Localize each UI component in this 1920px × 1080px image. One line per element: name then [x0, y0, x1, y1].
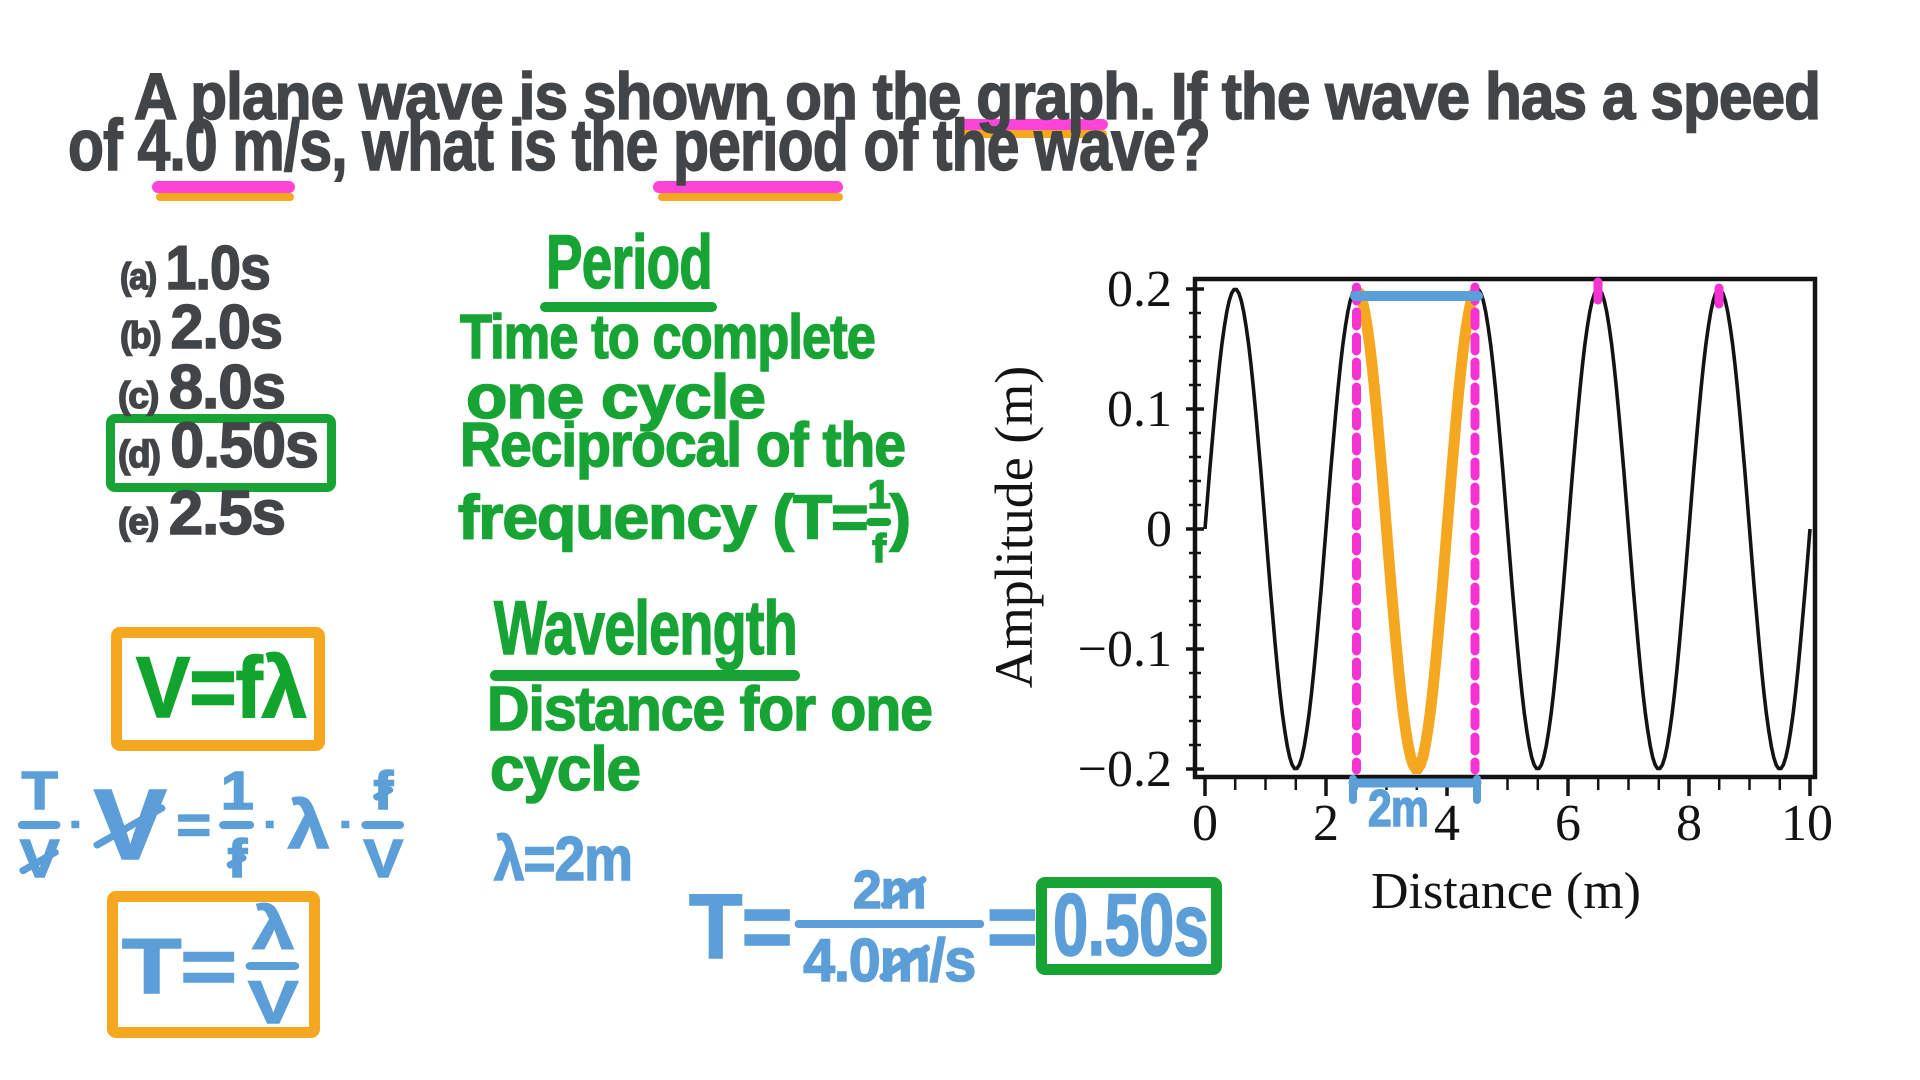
svg-text:−0.1: −0.1: [1078, 621, 1172, 678]
svg-text:0.2: 0.2: [1107, 261, 1172, 318]
svg-text:10: 10: [1781, 795, 1833, 852]
svg-text:0: 0: [1146, 501, 1172, 558]
svg-text:4: 4: [1434, 795, 1460, 852]
svg-text:8: 8: [1676, 795, 1702, 852]
svg-text:−0.2: −0.2: [1078, 741, 1172, 798]
svg-text:Amplitude (m): Amplitude (m): [984, 366, 1044, 688]
svg-text:0: 0: [1192, 795, 1218, 852]
svg-text:0.1: 0.1: [1107, 381, 1172, 438]
svg-text:6: 6: [1555, 795, 1581, 852]
svg-text:2: 2: [1313, 795, 1339, 852]
svg-text:Distance (m): Distance (m): [1371, 863, 1641, 920]
